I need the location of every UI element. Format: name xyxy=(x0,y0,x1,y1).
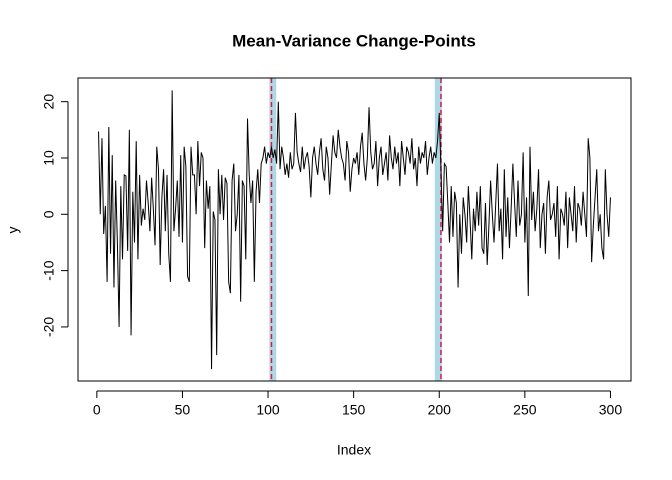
change-band xyxy=(269,78,277,381)
plot-box xyxy=(77,77,632,382)
x-tick-label: 150 xyxy=(342,402,366,418)
x-tick-label: 200 xyxy=(428,402,452,418)
y-axis-label: y xyxy=(5,227,21,234)
y-tick-label: 20 xyxy=(41,94,57,110)
x-tick-label: 250 xyxy=(513,402,537,418)
y-tick-label: 10 xyxy=(41,150,57,166)
y-tick-label: 0 xyxy=(41,210,57,218)
x-axis-label: Index xyxy=(337,442,371,458)
y-tick-label: -20 xyxy=(41,317,57,337)
data-line xyxy=(98,90,611,370)
x-tick-label: 50 xyxy=(175,402,191,418)
x-tick-label: 0 xyxy=(93,402,101,418)
change-band xyxy=(434,78,442,381)
chart-title: Mean-Variance Change-Points xyxy=(232,31,476,50)
x-tick-label: 100 xyxy=(256,402,280,418)
x-tick-label: 300 xyxy=(599,402,623,418)
y-tick-label: -10 xyxy=(41,260,57,280)
